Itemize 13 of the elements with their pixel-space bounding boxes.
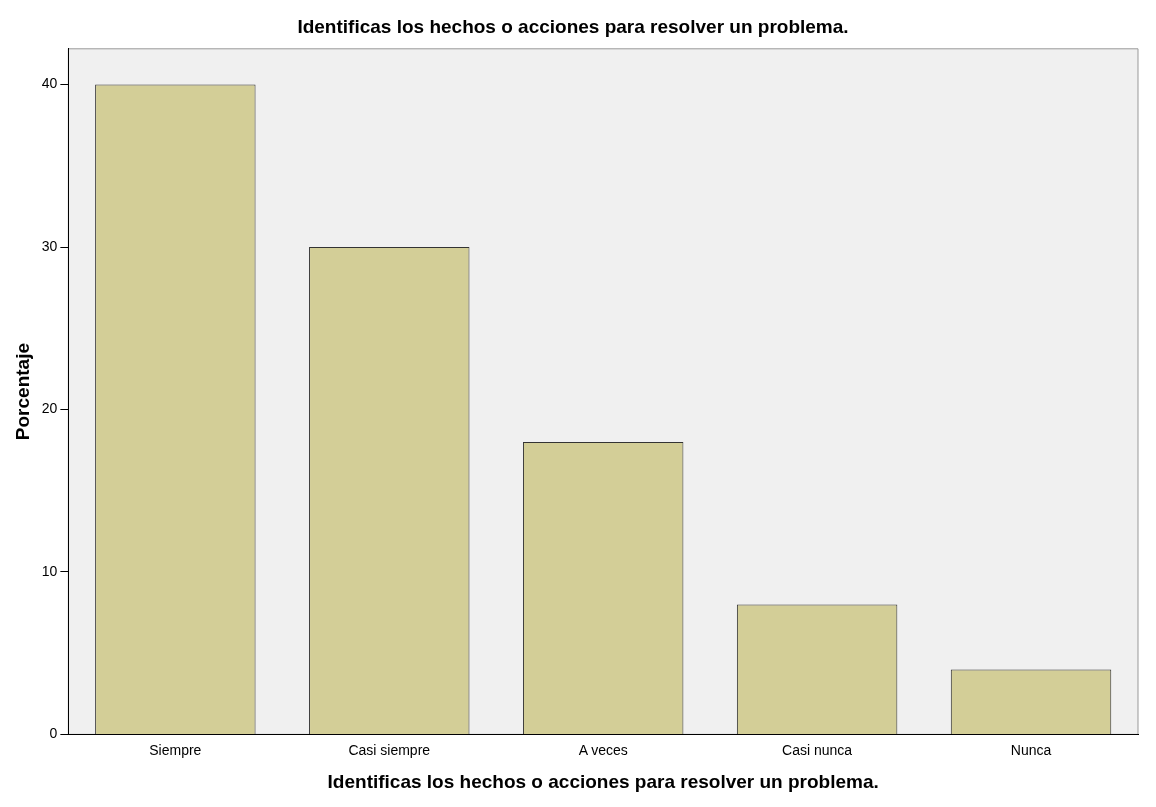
y-tick-label: 20 xyxy=(41,400,58,417)
y-tick-label: 10 xyxy=(41,562,58,579)
chart-title: Identificas los hechos o acciones para resolver un problema. xyxy=(297,15,849,37)
x-tick-label: Nunca xyxy=(1010,741,1052,758)
x-axis-title: Identificas los hechos o acciones para resolver un problema. xyxy=(327,770,879,792)
x-tick-label: Casi nunca xyxy=(782,741,853,758)
y-axis-title: Porcentaje xyxy=(11,343,33,441)
y-tick-label: 40 xyxy=(41,75,58,92)
x-tick-label: A veces xyxy=(578,741,628,758)
y-tick-label: 30 xyxy=(41,237,58,254)
y-tick-label: 0 xyxy=(49,725,58,742)
x-tick-label: Siempre xyxy=(149,741,202,758)
x-tick-label: Casi siempre xyxy=(348,741,431,758)
